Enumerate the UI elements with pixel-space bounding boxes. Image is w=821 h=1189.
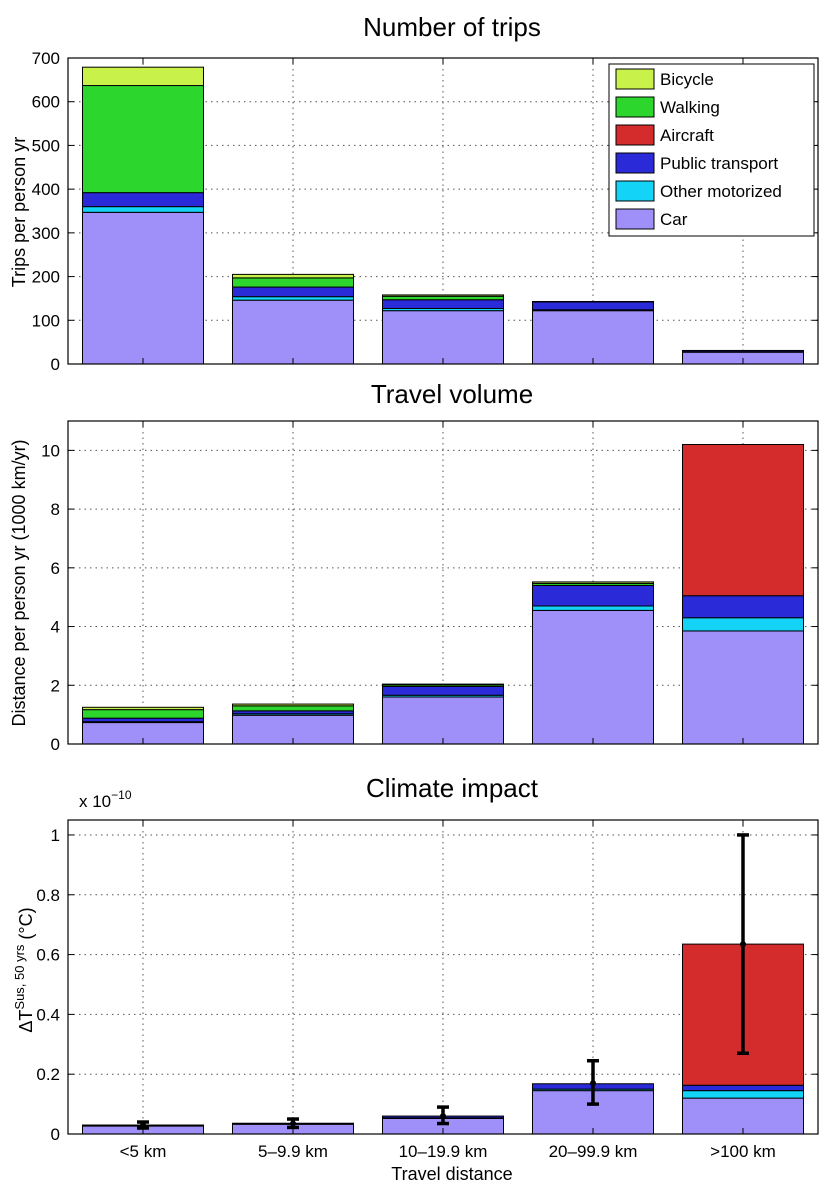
x-tick-label: <5 km <box>120 1142 167 1161</box>
bar-segment-walking <box>382 295 504 301</box>
y-axis-multiplier: x 10−10 <box>79 788 132 811</box>
y-tick-label: 2 <box>51 676 60 695</box>
bar-segment-other-motorized <box>682 617 804 632</box>
y-axis-label: Distance per person yr (1000 km/yr) <box>9 439 29 726</box>
axes-frame <box>67 420 819 745</box>
bar-segment-public-transport <box>382 299 504 309</box>
bar-segment-bicycle <box>382 294 504 297</box>
error-bar <box>137 1120 149 1130</box>
plot-layer: 0 100 200 300 400 500 600 700 Bicycle Walking Airc… <box>32 49 819 374</box>
y-tick-label: 10 <box>41 441 60 460</box>
y-tick-label: 100 <box>32 311 60 330</box>
x-tick-label: 20–99.9 km <box>549 1142 638 1161</box>
y-tick-label: 0.8 <box>36 886 60 905</box>
x-tick-label: 5–9.9 km <box>258 1142 328 1161</box>
legend-swatch <box>615 208 655 230</box>
plot-layer: 0 2 4 6 8 10 <box>41 420 819 754</box>
bar-segment-walking <box>82 709 204 719</box>
bar-segment-walking <box>532 300 654 303</box>
bar-segment-other-motorized <box>532 605 654 611</box>
panel-title: Climate impact <box>366 773 539 803</box>
bar-segment-walking <box>232 277 354 288</box>
bar-segment-car <box>82 211 204 365</box>
bar-segment-aircraft <box>682 349 804 352</box>
legend-swatch <box>615 124 655 146</box>
bar-segment-bicycle <box>82 706 204 711</box>
y-axis-label: ΔTSus, 50 yrs (°C) <box>12 907 36 1032</box>
bar-segment-car <box>382 310 504 365</box>
bar-segment-car <box>682 630 804 745</box>
error-bar <box>737 833 749 1056</box>
legend-box <box>608 63 815 237</box>
legend-label: Other motorized <box>660 182 782 201</box>
y-tick-label: 0 <box>51 1125 60 1144</box>
panel-climate-impact: Climate impact x 10−10 ΔTSus, 50 yrs (°C… <box>12 773 819 1184</box>
y-tick-label: 8 <box>51 500 60 519</box>
panel-title: Travel volume <box>371 379 533 409</box>
error-bar <box>437 1105 449 1126</box>
axes-frame <box>67 57 819 365</box>
bar-segment-car <box>532 609 654 745</box>
bar-segment-public-transport <box>232 286 354 298</box>
bar-segment-public-transport <box>382 685 504 696</box>
legend-label: Public transport <box>660 154 778 173</box>
bar-segment-bicycle <box>232 703 354 707</box>
legend-label: Walking <box>660 98 720 117</box>
bar-segment-bicycle <box>382 683 504 686</box>
bar-segment-bicycle <box>232 273 354 279</box>
y-tick-label: 4 <box>51 618 60 637</box>
bar-segment-public-transport <box>682 1084 804 1092</box>
legend-label: Aircraft <box>660 126 714 145</box>
y-tick-label: 700 <box>32 49 60 68</box>
bar-segment-car <box>232 299 354 365</box>
y-tick-label: 1 <box>51 826 60 845</box>
legend-swatch <box>615 180 655 202</box>
y-tick-label: 600 <box>32 93 60 112</box>
plot-layer: 0 0.2 0.4 0.6 0.8 1 <5 km 5–9.9 km 10–19.9 km 20–… <box>36 819 819 1161</box>
x-axis-label: Travel distance <box>391 1164 512 1184</box>
panel-travel-volume: Travel volume Distance per person yr (10… <box>9 379 819 754</box>
bar-segment-other-motorized <box>82 206 204 213</box>
bar-segment-other-motorized <box>682 1090 804 1099</box>
bar-segment-car <box>382 696 504 745</box>
y-tick-label: 0.4 <box>36 1005 60 1024</box>
axes-frame <box>67 819 819 1135</box>
y-tick-label: 0.6 <box>36 946 60 965</box>
y-tick-label: 300 <box>32 224 60 243</box>
y-tick-label: 0 <box>51 355 60 374</box>
bar-segment-car <box>532 310 654 365</box>
y-tick-label: 0.2 <box>36 1065 60 1084</box>
y-tick-label: 200 <box>32 268 60 287</box>
y-tick-label: 6 <box>51 559 60 578</box>
error-bar <box>287 1117 299 1130</box>
bar-segment-bicycle <box>532 581 654 584</box>
legend-label: Bicycle <box>660 70 714 89</box>
bar-segment-public-transport <box>82 192 204 208</box>
panel-number-of-trips: Number of trips Trips per person yr 0 100… <box>9 12 819 374</box>
x-tick-label: >100 km <box>710 1142 776 1161</box>
y-axis-label: Trips per person yr <box>9 137 29 287</box>
bar-segment-aircraft <box>682 443 804 597</box>
x-tick-label: 10–19.9 km <box>399 1142 488 1161</box>
bar-segment-public-transport <box>82 717 204 723</box>
legend-swatch <box>615 68 655 90</box>
bar-segment-bicycle <box>82 66 204 87</box>
legend-label: Car <box>660 210 688 229</box>
legend-swatch <box>615 96 655 118</box>
bar-segment-public-transport <box>532 584 654 607</box>
bar-segment-walking <box>232 705 354 712</box>
bar-segment-walking <box>82 85 204 194</box>
panel-title: Number of trips <box>363 12 541 42</box>
y-tick-label: 0 <box>51 735 60 754</box>
bar-segment-other-motorized <box>232 296 354 301</box>
error-bar <box>587 1058 599 1106</box>
legend-swatch <box>615 152 655 174</box>
bar-segment-public-transport <box>532 301 654 311</box>
bar-segment-public-transport <box>682 595 804 619</box>
legend: Bicycle Walking Aircraft Public transport Ot… <box>608 63 815 237</box>
y-tick-label: 500 <box>32 136 60 155</box>
y-tick-label: 400 <box>32 180 60 199</box>
